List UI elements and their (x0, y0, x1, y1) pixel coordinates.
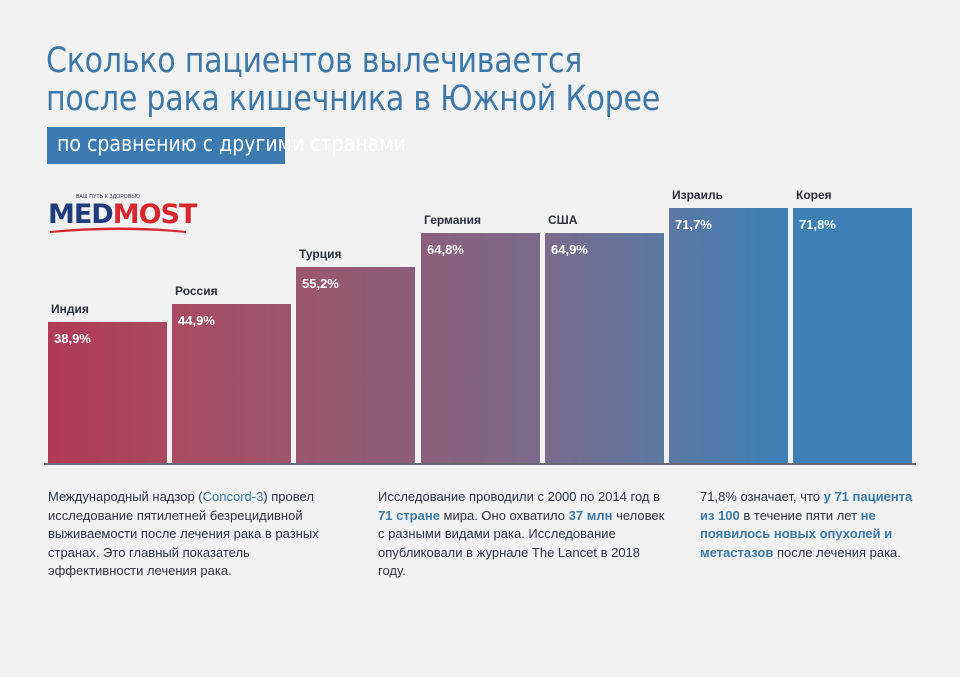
bar-category-label: США (548, 213, 578, 227)
bar-value-label: 64,8% (427, 242, 464, 257)
bar-value-label: 64,9% (551, 242, 588, 257)
logo-wordmark: MEDMOST (48, 199, 197, 230)
bar-category-label: Турция (299, 247, 342, 261)
bar-category-label: Германия (424, 213, 482, 227)
bar-category-label: Корея (796, 188, 832, 202)
bar: 71,8% (793, 208, 912, 464)
subtitle-banner: по сравнению с другими странами (47, 127, 406, 164)
bar: 71,7% (669, 208, 788, 464)
note-concord: Международный надзор (Concord-3) провел … (48, 489, 319, 578)
chart-baseline (44, 463, 916, 465)
bar-value-label: 71,7% (675, 217, 712, 232)
bar-value-label: 44,9% (178, 313, 215, 328)
bar-value-label: 38,9% (54, 331, 91, 346)
bar-value-label: 55,2% (302, 276, 339, 291)
highlight-people: 37 млн (568, 507, 613, 523)
bar: 64,9% (545, 233, 664, 464)
subtitle-text: по сравнению с другими странами (57, 132, 406, 157)
highlight-concord: Concord-3 (202, 489, 264, 504)
highlight-countries: 71 стране (378, 507, 440, 523)
bar-category-label: Россия (175, 284, 218, 298)
bar-category-label: Индия (51, 302, 89, 316)
bar: 44,9% (172, 304, 291, 464)
bar: 38,9% (48, 322, 167, 464)
bar: 55,2% (296, 267, 415, 464)
logo-swoosh-icon (50, 227, 186, 233)
bar: 64,8% (421, 233, 540, 464)
medmost-logo: ВАШ ПУТЬ К ЗДОРОВЬЮ MEDMOST (48, 193, 197, 235)
highlight-patients: у 71 пациента из 100 (700, 489, 913, 523)
note-study: Исследование проводили с 2000 по 2014 го… (378, 489, 665, 578)
highlight-no-tumors: не появилось новых опухолей и метастазов (700, 507, 893, 560)
bar-category-label: Израиль (672, 188, 723, 202)
title-line-1: Сколько пациентов вылечивается (46, 41, 583, 81)
note-meaning: 71,8% означает, что у 71 пациента из 100… (700, 489, 913, 560)
title-line-2: после рака кишечника в Южной Корее (46, 79, 661, 119)
logo-tagline: ВАШ ПУТЬ К ЗДОРОВЬЮ (76, 194, 141, 200)
bar-value-label: 71,8% (799, 217, 836, 232)
bar-chart: 38,9% Индия 44,9% Россия 55,2% Турция 64,8% Гер… (48, 188, 912, 464)
page-title: Сколько пациентов вылечивается после рак… (46, 42, 660, 118)
